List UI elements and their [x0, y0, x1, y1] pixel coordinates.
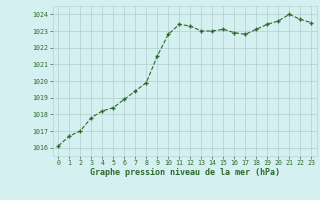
X-axis label: Graphe pression niveau de la mer (hPa): Graphe pression niveau de la mer (hPa) — [90, 168, 280, 177]
